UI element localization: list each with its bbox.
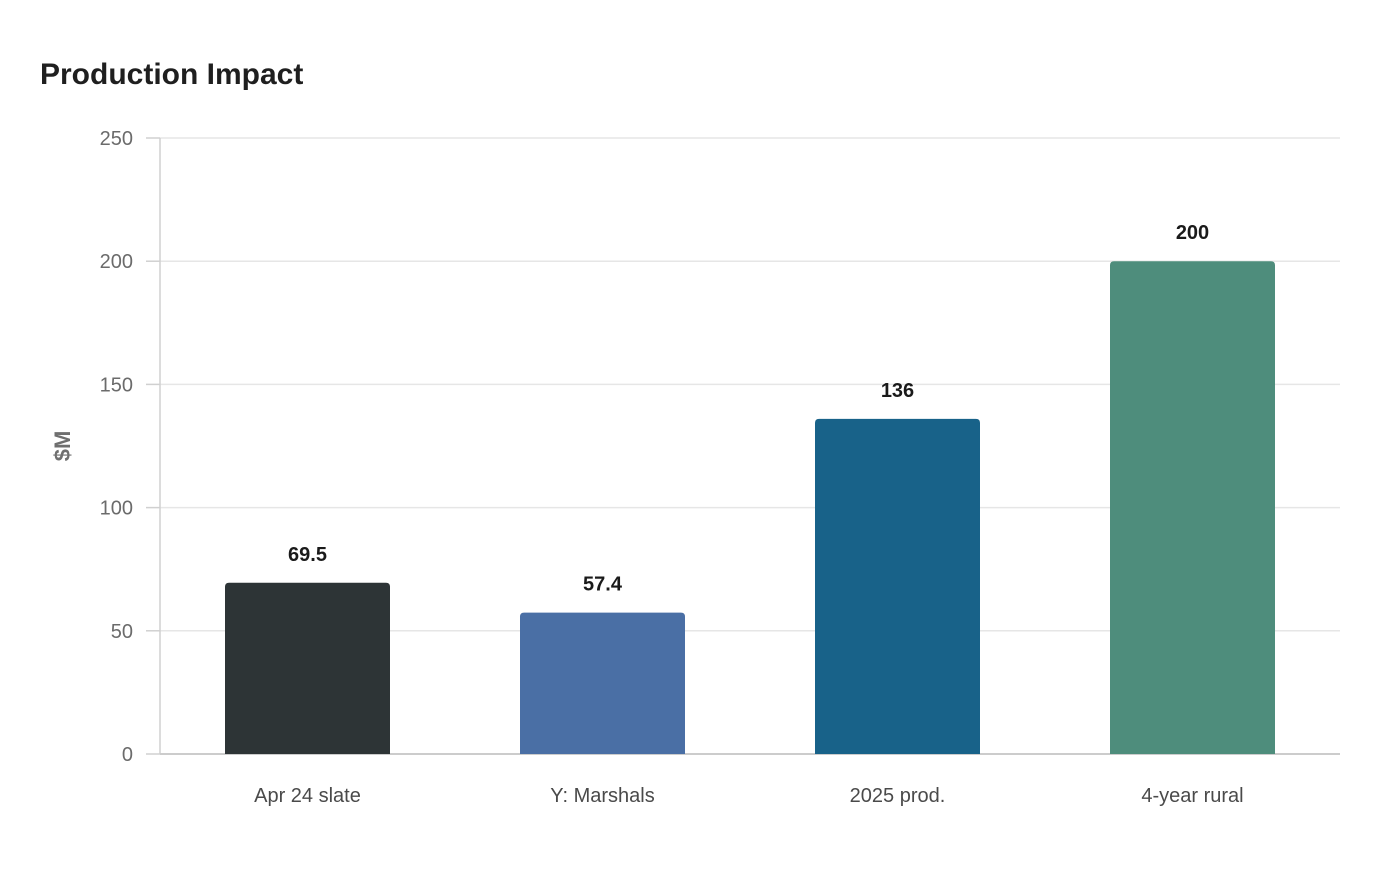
y-tick-label: 50	[111, 621, 133, 643]
bars	[225, 261, 1275, 754]
x-tick-label: 2025 prod.	[850, 785, 946, 807]
data-label: 136	[881, 380, 914, 402]
data-label: 57.4	[583, 574, 623, 596]
x-tick-label: Apr 24 slate	[254, 785, 361, 807]
y-tick-label: 200	[100, 251, 133, 273]
y-tick-label: 150	[100, 374, 133, 396]
labels: 0 50 100 150 200 250 69.5 Apr 24 slate 57.4 Y: Ma…	[100, 128, 1244, 807]
chart-title: Production Impact	[40, 58, 304, 91]
x-tick-label: 4-year rural	[1141, 785, 1243, 807]
bar	[225, 582, 390, 754]
y-tick-label: 0	[122, 744, 133, 766]
bar	[520, 612, 685, 754]
x-tick-label: Y: Marshals	[550, 785, 654, 807]
bar	[815, 418, 980, 754]
y-tick-label: 100	[100, 498, 133, 520]
data-label: 69.5	[288, 544, 327, 566]
bar	[1110, 261, 1275, 754]
data-label: 200	[1176, 222, 1209, 244]
y-tick-label: 250	[100, 128, 133, 150]
y-axis-title: $M	[50, 431, 75, 462]
